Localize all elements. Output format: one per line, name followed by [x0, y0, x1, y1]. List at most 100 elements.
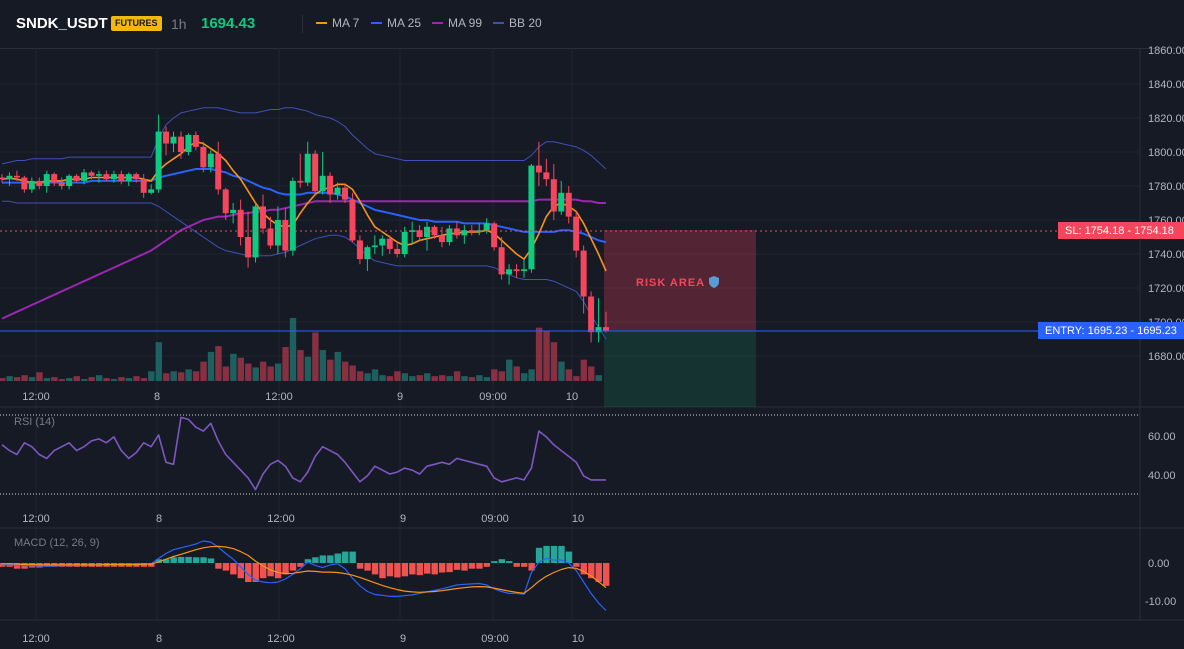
candle[interactable]: [36, 177, 43, 190]
candle[interactable]: [595, 298, 602, 343]
candle[interactable]: [140, 174, 147, 198]
candle[interactable]: [259, 194, 266, 234]
candle[interactable]: [95, 170, 102, 183]
candle[interactable]: [51, 172, 58, 186]
candle-body: [409, 230, 416, 232]
legend-ma7[interactable]: MA 7: [316, 16, 359, 30]
candle[interactable]: [192, 131, 199, 151]
candle-body: [327, 175, 334, 195]
candle[interactable]: [155, 114, 162, 193]
candle[interactable]: [297, 153, 304, 188]
candle[interactable]: [364, 245, 371, 272]
candle[interactable]: [103, 170, 110, 181]
candle[interactable]: [446, 225, 453, 246]
candle[interactable]: [222, 187, 229, 220]
candle[interactable]: [468, 225, 475, 236]
candle[interactable]: [498, 237, 505, 280]
candle[interactable]: [558, 180, 565, 215]
candle[interactable]: [28, 177, 35, 193]
candle[interactable]: [207, 150, 214, 173]
candle[interactable]: [230, 203, 237, 224]
candle[interactable]: [371, 235, 378, 254]
interval-selector[interactable]: 1h: [171, 16, 187, 32]
candle[interactable]: [401, 226, 408, 258]
candle[interactable]: [506, 264, 513, 285]
candle[interactable]: [13, 170, 20, 181]
candle[interactable]: [125, 172, 132, 186]
macd-histogram-bar: [438, 563, 446, 573]
candle[interactable]: [327, 172, 334, 203]
candle[interactable]: [528, 163, 535, 273]
candle[interactable]: [312, 150, 319, 195]
candle[interactable]: [349, 192, 356, 243]
candle[interactable]: [252, 203, 259, 263]
candle[interactable]: [163, 126, 170, 156]
time-axes[interactable]: 12:00 8 12:00 9 09:00 10 12:00 8 12:00 9 09:00 10 12…: [22, 391, 584, 645]
candle[interactable]: [603, 311, 609, 333]
candle[interactable]: [416, 225, 423, 241]
candle[interactable]: [289, 177, 296, 256]
candle[interactable]: [334, 182, 341, 200]
candle[interactable]: [282, 208, 289, 258]
candle-body: [6, 175, 13, 180]
candle[interactable]: [409, 221, 416, 244]
candle[interactable]: [170, 131, 177, 152]
candle[interactable]: [424, 221, 431, 251]
candle[interactable]: [386, 235, 393, 254]
risk-zone[interactable]: [604, 230, 756, 330]
candle[interactable]: [476, 223, 483, 236]
candle[interactable]: [237, 199, 244, 246]
candle[interactable]: [274, 206, 281, 254]
candle[interactable]: [520, 259, 527, 278]
candle[interactable]: [177, 131, 184, 159]
candle[interactable]: [0, 174, 5, 183]
candle[interactable]: [580, 245, 587, 314]
candle[interactable]: [394, 242, 401, 258]
sl-price-tag[interactable]: SL: 1754.18 - 1754.18: [1058, 222, 1184, 239]
candle[interactable]: [535, 141, 542, 186]
candle-body: [185, 135, 192, 152]
candle[interactable]: [88, 170, 95, 180]
candle[interactable]: [453, 221, 460, 239]
entry-price-tag[interactable]: ENTRY: 1695.23 - 1695.23: [1038, 322, 1184, 339]
candle[interactable]: [491, 221, 498, 251]
candle[interactable]: [133, 172, 140, 183]
candle[interactable]: [550, 163, 557, 220]
candle[interactable]: [66, 174, 73, 190]
position-zones[interactable]: RISK AREA: [604, 230, 756, 407]
legend-ma99[interactable]: MA 99: [432, 16, 482, 30]
candle[interactable]: [461, 225, 468, 244]
candlesticks[interactable]: [0, 114, 609, 343]
candle[interactable]: [573, 211, 580, 258]
candle[interactable]: [379, 235, 386, 256]
candle[interactable]: [356, 235, 363, 265]
legend-ma25[interactable]: MA 25: [371, 16, 421, 30]
candle[interactable]: [185, 133, 192, 156]
candle[interactable]: [513, 264, 520, 278]
candle[interactable]: [565, 186, 572, 224]
candle[interactable]: [319, 152, 326, 195]
candle[interactable]: [21, 175, 28, 193]
candle[interactable]: [6, 172, 13, 186]
candle[interactable]: [304, 141, 311, 186]
candle[interactable]: [438, 226, 445, 248]
candle[interactable]: [543, 158, 550, 186]
reward-zone[interactable]: [604, 330, 756, 407]
candle[interactable]: [81, 169, 88, 185]
candle[interactable]: [200, 141, 207, 173]
candle[interactable]: [148, 184, 155, 195]
symbol-name[interactable]: SNDK_USDT: [16, 15, 108, 32]
candle[interactable]: [431, 225, 438, 239]
candle[interactable]: [110, 170, 117, 183]
candle[interactable]: [245, 211, 252, 268]
legend-bb20[interactable]: BB 20: [493, 16, 542, 30]
candle[interactable]: [215, 141, 222, 195]
candle[interactable]: [43, 170, 50, 193]
candle[interactable]: [342, 184, 349, 203]
candle[interactable]: [267, 216, 274, 249]
candle[interactable]: [118, 170, 125, 185]
candle[interactable]: [73, 174, 80, 183]
candle[interactable]: [588, 291, 595, 343]
candle[interactable]: [58, 177, 65, 190]
